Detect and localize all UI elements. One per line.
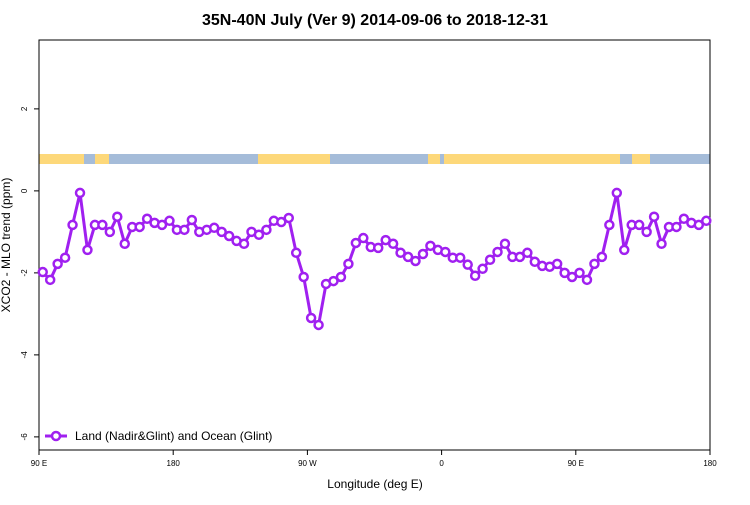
data-point [454, 252, 466, 263]
data-point [522, 247, 533, 259]
data-point [156, 219, 168, 231]
data-point [574, 267, 585, 279]
data-point [469, 270, 481, 281]
data-point [402, 251, 414, 263]
ocean-band [39, 154, 710, 164]
chart-title: 35N-40N July (Ver 9) 2014-09-06 to 2018-… [202, 12, 548, 29]
data-point [112, 211, 123, 222]
data-point [410, 255, 421, 267]
data-point [372, 242, 384, 254]
data-point [238, 238, 250, 250]
data-point [313, 319, 324, 331]
data-point [305, 312, 317, 324]
data-point [164, 215, 175, 227]
data-point [253, 229, 265, 240]
legend-label: Land (Nadir&Glint) and Ocean (Glint) [75, 429, 272, 443]
x-tick-label: 90 W [298, 459, 317, 468]
data-point [328, 275, 339, 287]
data-point [514, 251, 526, 263]
y-axis-label: XCO2 - MLO trend (ppm) [0, 178, 13, 313]
plot-frame [38, 39, 711, 451]
land-band [632, 154, 650, 164]
data-point [440, 246, 451, 258]
data-point [417, 248, 429, 260]
data-point [619, 244, 630, 256]
land-band [444, 154, 620, 164]
x-tick-label: 90 E [568, 459, 584, 468]
data-point [641, 226, 652, 238]
data-point [335, 271, 347, 283]
data-point [283, 212, 295, 224]
data-point [611, 187, 623, 199]
data-point [551, 258, 563, 270]
land-band [39, 154, 84, 164]
land-band [258, 154, 330, 164]
data-point [216, 226, 227, 238]
data-point [633, 219, 645, 231]
x-tick-label: 90 E [31, 459, 47, 468]
data-point [276, 216, 287, 228]
data-point [223, 230, 235, 242]
data-point [656, 238, 667, 250]
data-point [559, 267, 570, 279]
data-point [74, 187, 86, 199]
data-point [589, 258, 600, 270]
data-point [82, 244, 93, 256]
data-point [387, 238, 399, 250]
data-point [671, 221, 682, 233]
data-point [134, 221, 145, 233]
data-point [44, 274, 56, 286]
data-point [358, 232, 369, 244]
data-point [693, 219, 705, 231]
data-point [350, 237, 362, 249]
data-point [37, 266, 48, 278]
data-point [104, 226, 116, 238]
data-point [701, 215, 712, 227]
x-tick-label: 0 [439, 459, 444, 468]
data-point [678, 213, 690, 225]
data-point [290, 247, 302, 259]
y-tick-label: -4 [20, 351, 29, 359]
legend-marker [50, 430, 62, 442]
data-point [581, 274, 593, 286]
data-point [395, 247, 406, 259]
x-tick-label: 180 [167, 459, 181, 468]
data-point [462, 259, 473, 270]
data-point [52, 258, 63, 270]
land-band [428, 154, 440, 164]
data-point [529, 256, 541, 268]
y-tick-label: 0 [20, 188, 29, 193]
x-tick-label: 180 [703, 459, 717, 468]
data-point [59, 252, 71, 263]
series-line [41, 192, 707, 328]
data-point [596, 251, 608, 263]
land-band [95, 154, 109, 164]
data-point [67, 219, 78, 231]
data-point [97, 219, 108, 231]
data-point [484, 254, 496, 266]
land-ocean-strip [39, 154, 710, 164]
y-tick-label: -6 [20, 433, 29, 441]
data-point [119, 238, 130, 250]
data-point [141, 213, 153, 225]
data-point [648, 211, 660, 222]
data-point [499, 238, 511, 250]
data-point [425, 240, 436, 252]
data-point [604, 219, 615, 231]
x-axis-label: Longitude (deg E) [327, 477, 422, 491]
data-point [343, 258, 354, 270]
y-tick-label: 2 [20, 106, 29, 111]
data-point [477, 263, 488, 275]
data-point [261, 224, 272, 236]
data-point [186, 214, 198, 226]
data-point [566, 271, 578, 283]
data-point [298, 271, 309, 283]
y-tick-label: -2 [20, 269, 29, 277]
data-point [492, 246, 503, 258]
data-point [179, 224, 190, 236]
data-point [208, 222, 220, 234]
